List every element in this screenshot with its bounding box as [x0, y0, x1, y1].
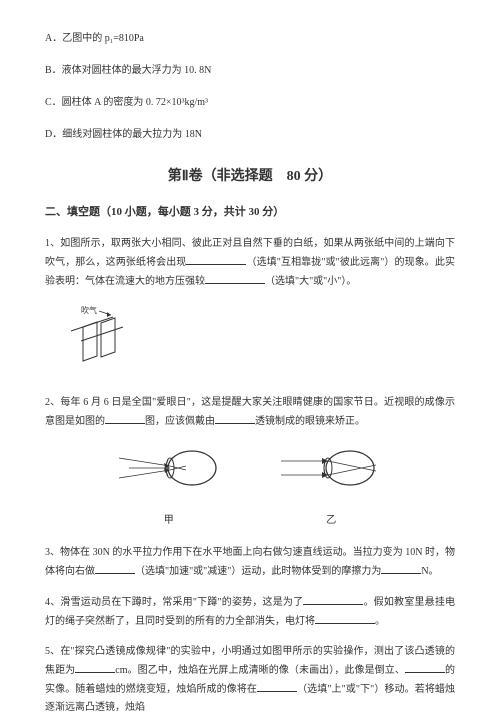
- blow-label: 吹气: [81, 305, 97, 315]
- q3-text-b: （选填"加速"或"减速"）运动，此时物体受到的摩擦力为: [135, 566, 381, 577]
- blank: [405, 661, 445, 673]
- figure-1: 吹气: [63, 303, 455, 380]
- blank: [105, 412, 145, 424]
- question-5: 5、在"探究凸透镜成像规律"的实验中，小明通过如图甲所示的实验操作，测出了该凸透…: [45, 643, 455, 717]
- blank: [75, 661, 115, 673]
- q4-text-a: 4、滑雪运动员在下蹲时，常采用"下蹲"的姿势，这是为了: [45, 597, 303, 608]
- q2-text-b: 图，应该佩戴由: [145, 416, 215, 427]
- blank: [257, 680, 297, 692]
- blank: [215, 412, 255, 424]
- q3-text-c: N。: [421, 566, 438, 577]
- figure-2: 甲 乙: [45, 443, 455, 530]
- q1-text-c: （选填"大"或"小"）。: [265, 276, 356, 287]
- blank: [205, 272, 265, 284]
- blank: [303, 593, 363, 605]
- subsection-title: 二、填空题（10 小题，每小题 3 分，共计 30 分）: [45, 203, 455, 223]
- question-4: 4、滑雪运动员在下蹲时，常采用"下蹲"的姿势，这是为了。假如教室里悬挂电灯的绳子…: [45, 593, 455, 631]
- blank: [95, 562, 135, 574]
- eye-label-1: 甲: [114, 512, 224, 530]
- question-1: 1、如图所示，取两张大小相同、彼此正对且自然下垂的白纸，如果从两张纸中间的上端向…: [45, 235, 455, 291]
- q2-text-c: 透镜制成的眼镜来矫正。: [255, 416, 365, 427]
- option-d: D．细线对圆柱体的最大拉力为 18N: [45, 126, 455, 144]
- eye-label-2: 乙: [276, 512, 386, 530]
- eye-diagram-2: 乙: [276, 443, 386, 530]
- question-2: 2、每年 6 月 6 日是全国"爱眼日"，这是提醒大家关注眼睛健康的国家节日。近…: [45, 394, 455, 431]
- option-b: B．液体对圆柱体的最大浮力为 10. 8N: [45, 62, 455, 80]
- blank: [315, 612, 375, 624]
- option-c: C．圆柱体 A 的密度为 0. 72×10³kg/m³: [45, 94, 455, 112]
- eye-diagram-1: 甲: [114, 443, 224, 530]
- blank: [186, 253, 246, 265]
- blank: [381, 562, 421, 574]
- question-3: 3、物体在 30N 的水平拉力作用下在水平地面上向右做匀速直线运动。当拉力变为 …: [45, 544, 455, 581]
- q4-text-c: 。: [375, 616, 385, 627]
- q5-text-b: cm。图乙中，烛焰在光屏上成清晰的像（未画出），此像是倒立、: [115, 665, 405, 676]
- section-2-title: 第Ⅱ卷（非选择题 80 分）: [45, 164, 455, 189]
- option-a: A．乙图中的 p₁=810Pa: [45, 30, 455, 48]
